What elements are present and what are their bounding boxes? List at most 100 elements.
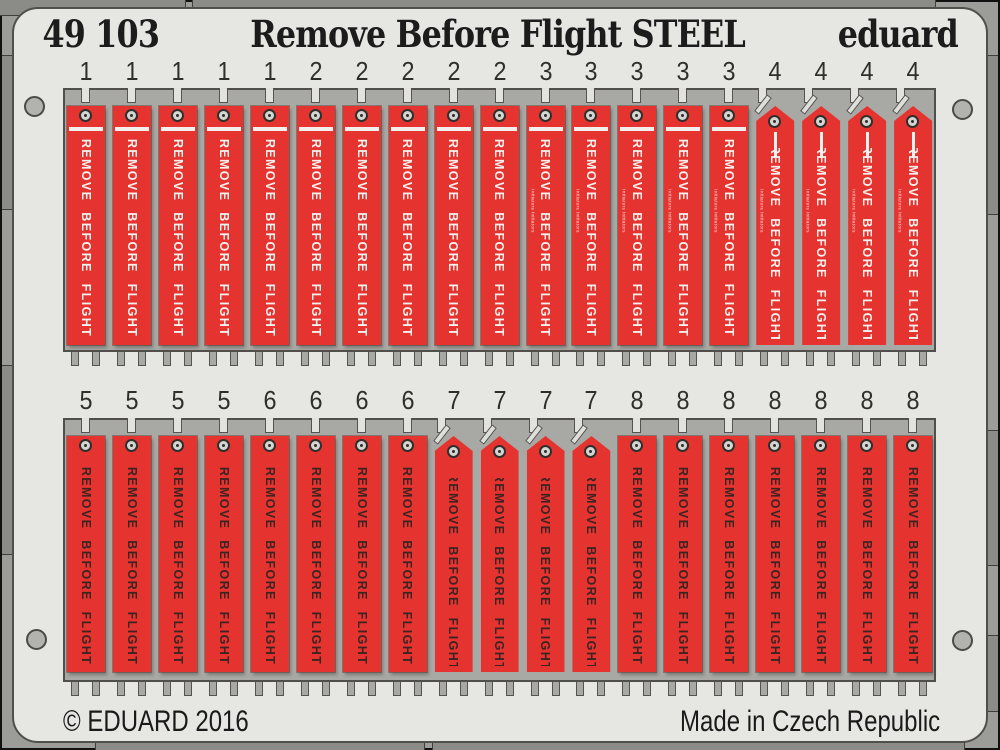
part-number: 2 [309,56,323,86]
fringe-tab [183,682,192,696]
fringe-tab [392,682,401,696]
flag-cell: REMOVE BEFORE FLIGHT [63,88,109,369]
flag-cell: REMOVE BEFORE FLIGHT [431,88,477,369]
rbf-flag-part-8: REMOVE BEFORE FLIGHT [710,436,749,672]
white-stripe [68,127,103,131]
flag-cell: REMOVE BEFORE FLIGHT [477,88,523,369]
flag-cell: REMOVE BEFORE FLIGHT [752,418,798,699]
flag-text-label: REMOVE BEFORE FLIGHT [78,138,93,337]
flag-cell: Initiators Initiators REMOVE BEFORE FLIGH… [568,88,614,369]
rbf-flag-part-5: REMOVE BEFORE FLIGHT [158,436,197,672]
flag-text: REMOVE BEFORE FLIGHT [572,478,610,666]
fold-line [865,132,869,158]
white-stripe [436,127,471,131]
fringe-tab [275,352,284,366]
grommet [400,439,414,452]
grommet [584,445,598,458]
grommet [538,445,552,458]
attachment-slot [402,418,412,433]
part-number: 8 [814,385,828,415]
fringe-tab [275,682,284,696]
flag-text-label: REMOVE BEFORE FLIGHT [170,138,185,337]
fringe-tab [413,352,422,366]
part-number: 4 [906,56,920,86]
flag-text: REMOVE BEFORE FLIGHT [159,466,197,666]
fringe-tab [484,682,493,696]
flag-text: REMOVE BEFORE FLIGHT [67,466,105,666]
flag-text: REMOVE BEFORE FLIGHT [894,466,932,666]
fringe-tab [852,682,861,696]
mounting-hole [952,630,973,651]
attachment-slot [80,418,90,433]
fringe-tab [689,682,698,696]
white-stripe [298,127,333,131]
attachment-slot [310,88,320,103]
fringe-tab [760,352,769,366]
grommet [262,439,276,452]
flag-text: REMOVE BEFORE FLIGHT [802,466,840,666]
fringe-tab [760,682,769,696]
flag-text-label: REMOVE BEFORE FLIGHT [354,138,369,337]
footer-bar: © EDUARD 2016 Made in Czech Republic [63,702,940,742]
flag-text: REMOVE BEFORE FLIGHT [251,136,289,339]
rbf-flag-part-4: Initiators Initiators REMOVE BEFORE FLIGH… [894,106,933,345]
part-numbers-row-bottom: 5 5 5 5 6 6 6 6 7 7 7 7 8 8 8 8 8 8 8 [63,386,936,414]
flag-text-label: REMOVE BEFORE FLIGHT [860,148,875,339]
grommet [768,115,782,128]
white-stripe [206,127,241,131]
flag-text-label: REMOVE BEFORE FLIGHT [538,478,553,666]
attachment-slot [494,88,504,103]
fringe-tab [622,352,631,366]
part-number: 6 [401,385,415,415]
flag-text: REMOVE BEFORE FLIGHT [527,478,565,666]
flag-text: REMOVE BEFORE FLIGHT [205,136,243,339]
fringe-tab [806,352,815,366]
fringe-tab [668,352,677,366]
white-stripe [160,127,195,131]
fringe-tab [873,352,882,366]
fringe-tab [622,682,631,696]
grommet [676,439,690,452]
attachment-slot [218,418,228,433]
flag-cell: REMOVE BEFORE FLIGHT [339,418,385,699]
part-number: 8 [906,385,920,415]
grommet [354,439,368,452]
fringe-tab [852,352,861,366]
fringe-tab [919,682,928,696]
flag-text: REMOVE BEFORE FLIGHT [389,136,427,339]
flag-text-label: REMOVE BEFORE FLIGHT [492,138,507,337]
flag-text: REMOVE BEFORE FLIGHT [205,466,243,666]
fringe-tab [597,682,606,696]
attachment-slot [264,418,274,433]
flag-text: REMOVE BEFORE FLIGHT [389,466,427,666]
fringe-tab [229,352,238,366]
rbf-flag-part-1: REMOVE BEFORE FLIGHT [250,106,289,345]
grommet [308,439,322,452]
origin-text: Made in Czech Republic [679,705,940,738]
flag-text: REMOVE BEFORE FLIGHT [710,466,748,666]
grommet [492,109,506,122]
flag-cell: Initiators Initiators REMOVE BEFORE FLIGH… [660,88,706,369]
grommet [78,439,92,452]
flag-row-top: REMOVE BEFORE FLIGHT REMOVE BEFORE FLIGHT… [63,88,936,369]
attachment-slot [80,88,90,103]
fringe-tab [183,352,192,366]
fringe-tab [137,352,146,366]
fringe-tab [643,352,652,366]
attachment-slot [632,88,642,103]
flag-cell: REMOVE BEFORE FLIGHT [109,418,155,699]
attachment-slot [724,418,734,433]
fringe-tab [597,352,606,366]
flag-text-label: REMOVE BEFORE FLIGHT [630,138,645,337]
flag-text: REMOVE BEFORE FLIGHT [435,478,473,666]
fringe-tab [367,682,376,696]
flag-cell: Initiators Initiators REMOVE BEFORE FLIGH… [890,88,936,369]
attachment-slot [678,418,688,433]
part-number: 7 [493,385,507,415]
fringe-tab [321,682,330,696]
flag-text-label: REMOVE BEFORE FLIGHT [814,148,829,339]
attachment-slot [724,88,734,103]
flag-cell: REMOVE BEFORE FLIGHT [247,418,293,699]
rbf-flag-part-8: REMOVE BEFORE FLIGHT [618,436,657,672]
flag-text-label: REMOVE BEFORE FLIGHT [768,466,783,666]
